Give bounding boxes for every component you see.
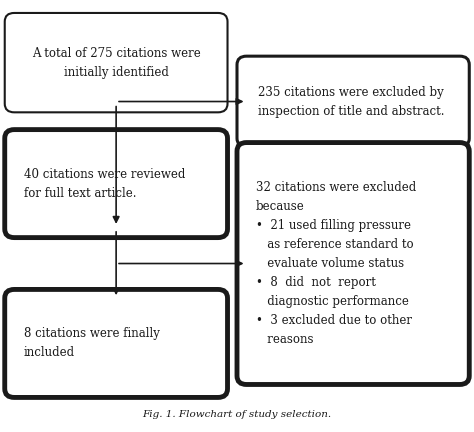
Text: 8 citations were finally
included: 8 citations were finally included [24,327,160,359]
Text: 40 citations were reviewed
for full text article.: 40 citations were reviewed for full text… [24,168,185,200]
Text: 32 citations were excluded
because
•  21 used filling pressure
   as reference s: 32 citations were excluded because • 21 … [256,181,416,346]
FancyBboxPatch shape [5,130,228,238]
Text: 235 citations were excluded by
inspection of title and abstract.: 235 citations were excluded by inspectio… [258,86,445,118]
FancyBboxPatch shape [5,13,228,112]
FancyBboxPatch shape [5,289,228,397]
FancyBboxPatch shape [237,143,469,384]
Text: A total of 275 citations were
initially identified: A total of 275 citations were initially … [32,47,201,79]
Text: Fig. 1. Flowchart of study selection.: Fig. 1. Flowchart of study selection. [143,410,331,419]
FancyBboxPatch shape [237,56,469,147]
